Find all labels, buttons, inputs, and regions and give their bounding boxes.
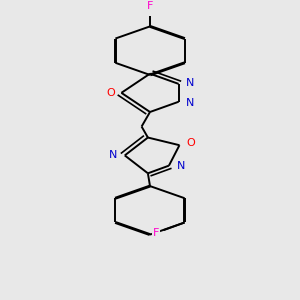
Text: O: O — [106, 88, 115, 98]
Text: N: N — [186, 98, 195, 108]
Text: N: N — [186, 78, 195, 88]
Text: N: N — [109, 150, 117, 161]
Text: O: O — [187, 138, 196, 148]
Text: F: F — [153, 228, 159, 238]
Text: F: F — [147, 1, 153, 11]
Text: N: N — [176, 160, 185, 171]
